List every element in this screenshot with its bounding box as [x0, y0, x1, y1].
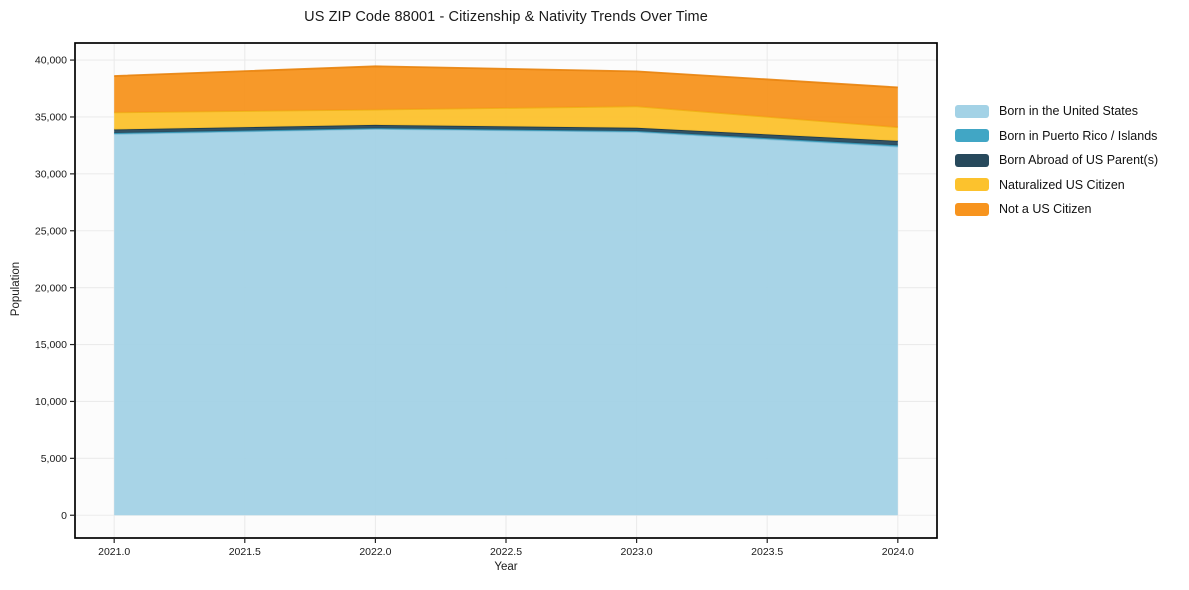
- legend-item-0: Born in the United States: [955, 99, 1158, 124]
- y-tick-label: 15,000: [35, 339, 67, 351]
- y-axis-label: Population: [10, 261, 22, 317]
- y-tick-label: 30,000: [35, 168, 67, 180]
- legend: Born in the United States Born in Puerto …: [955, 99, 1158, 222]
- legend-swatch-4: [955, 202, 989, 216]
- legend-label-0: Born in the United States: [999, 104, 1138, 119]
- legend-item-1: Born in Puerto Rico / Islands: [955, 124, 1158, 149]
- x-axis-label: Year: [494, 561, 518, 573]
- x-tick-label: 2022.0: [359, 546, 391, 558]
- x-tick-label: 2023.0: [621, 546, 653, 558]
- x-tick-label: 2023.5: [751, 546, 783, 558]
- area-series-3: [114, 106, 898, 141]
- legend-swatch-1: [955, 129, 989, 143]
- legend-item-3: Naturalized US Citizen: [955, 173, 1158, 198]
- x-tick-label: 2021.5: [229, 546, 261, 558]
- legend-item-2: Born Abroad of US Parent(s): [955, 148, 1158, 173]
- legend-label-1: Born in Puerto Rico / Islands: [999, 128, 1158, 143]
- legend-swatch-2: [955, 153, 989, 167]
- area-edge-4: [114, 65, 898, 89]
- legend-label-3: Naturalized US Citizen: [999, 177, 1125, 192]
- y-tick-label: 40,000: [35, 55, 67, 67]
- area-series-4: [114, 66, 898, 128]
- y-tick-label: 35,000: [35, 112, 67, 124]
- legend-label-4: Not a US Citizen: [999, 202, 1092, 217]
- legend-swatch-0: [955, 104, 989, 118]
- legend-swatch-3: [955, 178, 989, 192]
- area-series-2: [114, 124, 898, 146]
- x-tick-label: 2021.0: [98, 546, 130, 558]
- x-tick-label: 2022.5: [490, 546, 522, 558]
- y-tick-label: 5,000: [41, 453, 67, 465]
- area-series-0: [114, 128, 898, 516]
- y-tick-label: 20,000: [35, 282, 67, 294]
- x-tick-label: 2024.0: [882, 546, 914, 558]
- y-tick-label: 10,000: [35, 396, 67, 408]
- chart-title: US ZIP Code 88001 - Citizenship & Nativi…: [304, 9, 708, 25]
- legend-label-2: Born Abroad of US Parent(s): [999, 153, 1159, 168]
- legend-item-4: Not a US Citizen: [955, 197, 1158, 222]
- y-tick-label: 25,000: [35, 225, 67, 237]
- y-tick-label: 0: [61, 510, 67, 522]
